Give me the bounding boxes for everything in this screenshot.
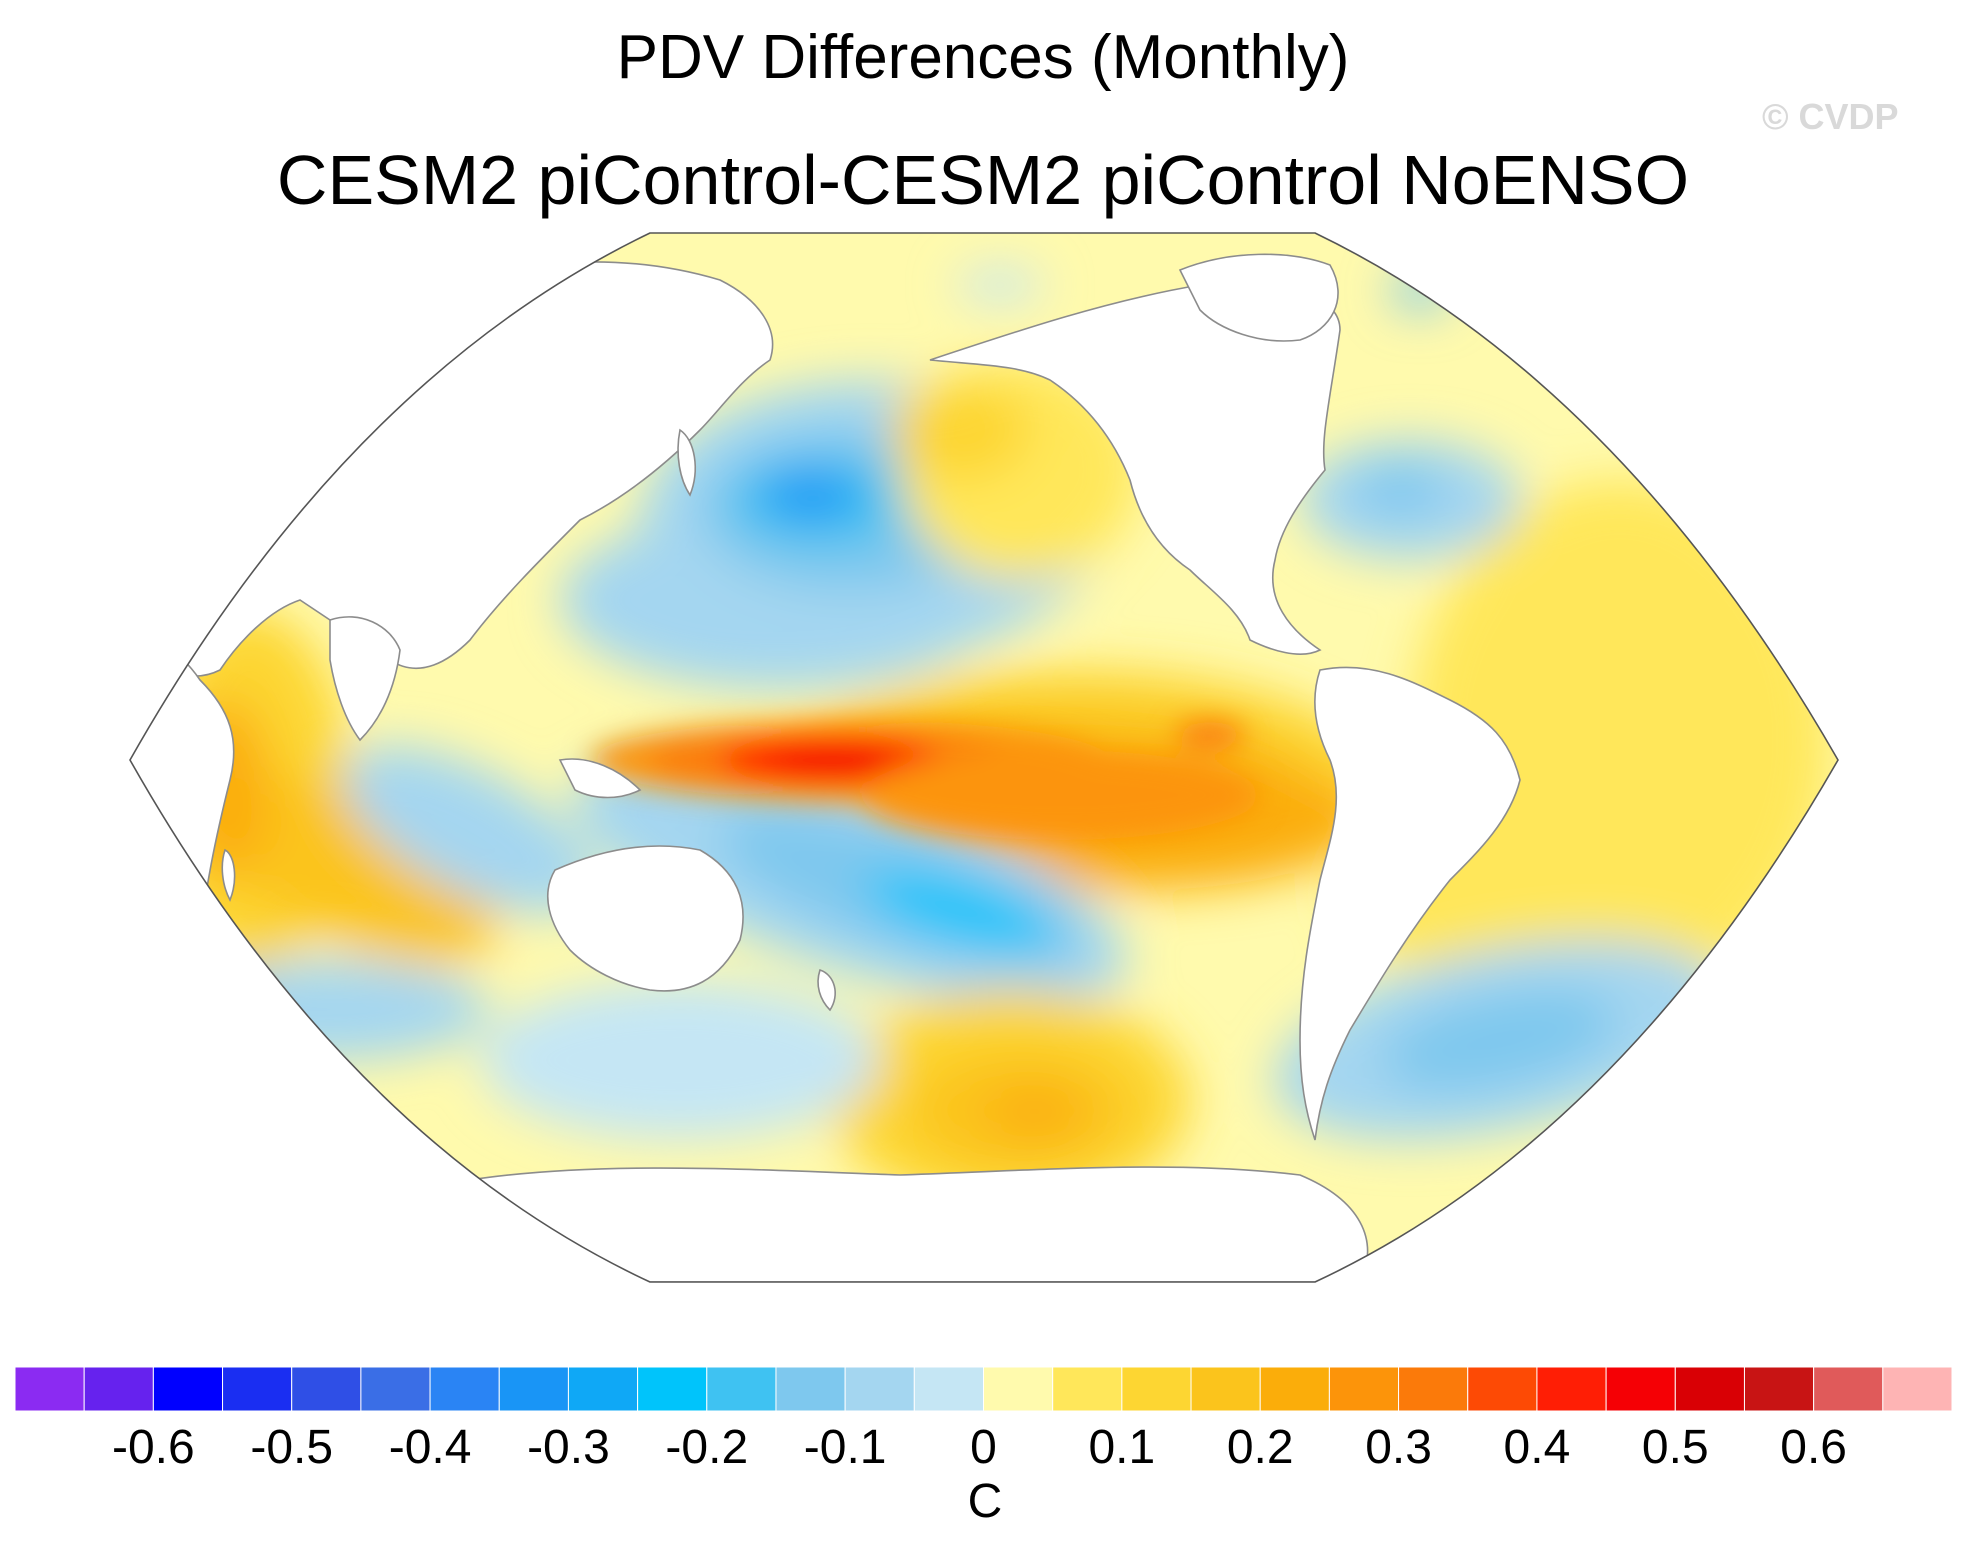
colorbar-swatch: [1674, 1366, 1745, 1412]
colorbar-swatch: [637, 1366, 708, 1412]
arctic-cool-patch-2: [955, 269, 1045, 301]
colorbar-swatch: [983, 1366, 1054, 1412]
colorbar-swatch: [1121, 1366, 1192, 1412]
north-atlantic-cold: [1355, 465, 1445, 515]
colorbar-swatch: [14, 1366, 85, 1412]
map-subtitle: CESM2 piControl-CESM2 piControl NoENSO: [276, 141, 1690, 219]
colorbar-swatch: [1190, 1366, 1261, 1412]
colorbar-swatch: [844, 1366, 915, 1412]
colorbar-tick-label: -0.4: [388, 1421, 472, 1474]
globe-outline: [129, 232, 1839, 1283]
new-zealand: [817, 968, 836, 1012]
cvdp-credit: © CVDP: [1762, 96, 1899, 137]
colorbar-swatch: [567, 1366, 639, 1412]
colorbar-swatch: [1605, 1366, 1676, 1412]
equatorial-maximum: [590, 720, 1260, 840]
colorbar-tick-label: -0.2: [665, 1421, 749, 1474]
south-america: [1299, 666, 1521, 1141]
colorbar-swatch: [429, 1366, 500, 1412]
colorbar-swatch: [1882, 1366, 1953, 1412]
south-pacific-core: [863, 871, 1057, 949]
japan: [677, 428, 696, 497]
colorbar-swatch: [360, 1366, 431, 1412]
north-pacific-core: [760, 471, 860, 519]
colorbar-tick-label: 0.5: [1641, 1421, 1709, 1474]
colorbar-swatch: [706, 1366, 777, 1412]
tasman-cool: [480, 980, 880, 1140]
madagascar: [221, 848, 236, 902]
colorbar-tick-label: 0.4: [1503, 1421, 1571, 1474]
colorbar-swatch: [152, 1366, 224, 1412]
map-title: PDV Differences (Monthly): [616, 23, 1350, 92]
colorbar-tick-label: -0.5: [250, 1421, 334, 1474]
colorbar-tick-label: -0.1: [803, 1421, 887, 1474]
south-atlantic-cold: [1382, 989, 1618, 1091]
colorbar-swatch: [222, 1366, 293, 1412]
indian-central-warm: [202, 777, 498, 963]
colorbar-swatch: [1398, 1366, 1469, 1412]
australia: [547, 845, 744, 992]
colorbar-swatch: [498, 1366, 569, 1412]
greenland: [1178, 253, 1339, 342]
eq-east-core: [1175, 721, 1245, 749]
colorbar-tick-label: 0: [970, 1421, 997, 1474]
colorbar-tick-label: -0.3: [527, 1421, 610, 1474]
colorbar-units: C: [967, 1475, 1003, 1528]
colorbar-tick-label: 0.3: [1365, 1421, 1432, 1474]
land: [130, 253, 1521, 1282]
colorbar-swatch: [291, 1366, 362, 1412]
colorbar-swatch: [1259, 1366, 1330, 1412]
colorbar-swatch: [1328, 1366, 1400, 1412]
world-map: [129, 232, 1839, 1283]
colorbar-swatch: [1743, 1366, 1815, 1412]
india: [329, 616, 401, 742]
colorbar-swatch: [1467, 1366, 1538, 1412]
colorbar-tick-label: 0.6: [1780, 1421, 1847, 1474]
indian-cool: [343, 745, 597, 915]
colorbar-swatches: [14, 1366, 1953, 1412]
colorbar-swatch: [775, 1366, 846, 1412]
colorbar-swatch: [1813, 1366, 1884, 1412]
colorbar-swatch: [1536, 1366, 1607, 1412]
colorbar-tick-label: 0.1: [1088, 1421, 1156, 1474]
eq-east-orange: [860, 750, 1260, 840]
maritime-continent: [558, 758, 642, 799]
eq-max-core: [775, 748, 905, 776]
sst-difference-field: [130, 233, 1838, 1282]
colorbar-swatch: [1052, 1366, 1123, 1412]
colorbar-swatch: [913, 1366, 985, 1412]
colorbar-tick-label: 0.2: [1226, 1421, 1294, 1474]
colorbar-tick-label: -0.6: [111, 1421, 195, 1474]
colorbar-swatch: [83, 1366, 154, 1412]
se-pacific-core: [985, 1087, 1085, 1137]
ne-pacific-warmer: [890, 380, 1030, 480]
